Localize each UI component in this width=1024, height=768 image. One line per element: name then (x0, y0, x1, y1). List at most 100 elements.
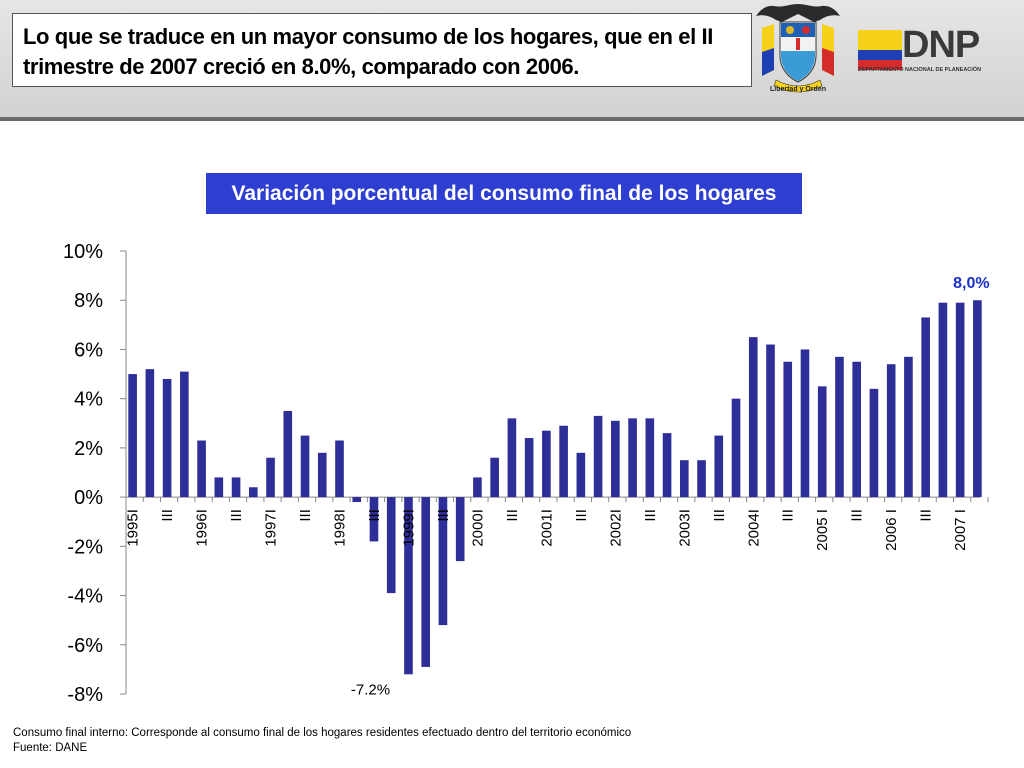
bar (576, 452, 586, 498)
bar (662, 433, 672, 498)
bar (714, 435, 724, 498)
bar (886, 364, 896, 498)
y-tick-label: 6% (74, 339, 103, 361)
bar (731, 398, 741, 498)
seal-caption: Libertad y Orden (769, 86, 826, 93)
bar (438, 497, 448, 626)
bar (162, 378, 172, 498)
bar (369, 497, 379, 542)
x-tick-label: 1995I (125, 509, 142, 547)
bar (766, 344, 775, 498)
data-label-latest: 8,0% (953, 275, 989, 292)
bar (904, 356, 913, 498)
x-tick-label: III (918, 509, 935, 522)
bar (679, 460, 689, 498)
x-tick-label: 2002I (607, 509, 624, 547)
bar (524, 438, 534, 498)
bar (128, 374, 137, 498)
bar (214, 477, 224, 498)
x-tick-label: 1999I (400, 509, 417, 547)
bar (145, 369, 155, 498)
y-tick-label: -8% (67, 684, 103, 706)
bar (800, 349, 810, 498)
bar (352, 497, 362, 503)
x-tick-label: 2000I (469, 509, 486, 547)
bar (473, 477, 482, 498)
bar (421, 497, 431, 667)
x-tick-label: 2004I (745, 509, 762, 547)
x-tick-label: 2001I (538, 509, 555, 547)
dnp-logo-text: DNP (902, 24, 980, 66)
y-tick-label: 0% (74, 487, 103, 509)
bar (817, 386, 827, 498)
bar (231, 477, 241, 498)
dnp-flag-icon (858, 30, 902, 70)
bar (283, 410, 293, 498)
bar (973, 300, 982, 498)
x-tick-label: III (297, 509, 314, 522)
bar (628, 418, 637, 498)
x-tick-label: 1997I (263, 509, 280, 547)
bar (180, 371, 189, 498)
bar (404, 497, 413, 675)
footnote: Consumo final interno: Corresponde al co… (13, 726, 631, 756)
x-tick-label: 1996I (194, 509, 211, 547)
bar (248, 487, 258, 498)
bar (645, 418, 655, 498)
x-tick-label: 2006 I (883, 509, 900, 551)
x-tick-label: III (573, 509, 590, 522)
x-tick-label: 2003I (676, 509, 693, 547)
bar (593, 415, 603, 498)
bar (835, 356, 844, 498)
header-divider (0, 117, 1024, 121)
bar (938, 302, 948, 498)
x-tick-label: III (366, 509, 383, 522)
y-tick-label: 10% (63, 241, 103, 263)
y-tick-label: -6% (67, 635, 103, 657)
y-tick-label: -2% (67, 536, 103, 558)
bar (921, 317, 930, 498)
y-tick-label: 8% (74, 290, 103, 312)
bar (300, 435, 310, 498)
headline-box: Lo que se traduce en un mayor consumo de… (12, 13, 752, 87)
bar (507, 418, 517, 498)
bar (869, 388, 879, 498)
bar (197, 440, 206, 498)
x-tick-label: 2007 I (952, 509, 969, 551)
bar (783, 361, 793, 498)
y-tick-label: -4% (67, 586, 103, 608)
bar (559, 425, 568, 498)
y-tick-label: 4% (74, 389, 103, 411)
bar (490, 457, 499, 498)
headline-line-2: trimestre de 2007 creció en 8.0%, compar… (23, 54, 579, 79)
x-tick-label: III (504, 509, 521, 522)
bar (852, 361, 862, 498)
bar (748, 337, 758, 498)
bar (386, 497, 396, 594)
x-tick-label: III (435, 509, 452, 522)
x-tick-label: III (642, 509, 659, 522)
bar (335, 440, 344, 498)
bar (455, 497, 465, 562)
coat-of-arms-icon (756, 4, 840, 93)
y-tick-label: 2% (74, 438, 103, 460)
bar (266, 457, 275, 498)
bar (317, 452, 327, 498)
x-tick-label: III (780, 509, 797, 522)
x-tick-label: III (711, 509, 728, 522)
footnote-source: Fuente: DANE (13, 742, 88, 754)
x-tick-label: 1998I (331, 509, 348, 547)
bar (611, 420, 620, 498)
headline-line-1: Lo que se traduce en un mayor consumo de… (23, 24, 713, 49)
bar (955, 302, 965, 498)
data-label-minimum: -7.2% (351, 681, 390, 698)
footnote-definition: Consumo final interno: Corresponde al co… (13, 727, 632, 739)
x-tick-label: III (849, 509, 866, 522)
x-tick-label: III (228, 509, 245, 522)
chart-title: Variación porcentual del consumo final d… (206, 173, 802, 214)
x-tick-label: 2005 I (814, 509, 831, 551)
dnp-logo-subtitle: DEPARTAMENTO NACIONAL DE PLANEACIÓN (858, 67, 982, 73)
bar (697, 460, 706, 498)
x-tick-label: III (159, 509, 176, 522)
